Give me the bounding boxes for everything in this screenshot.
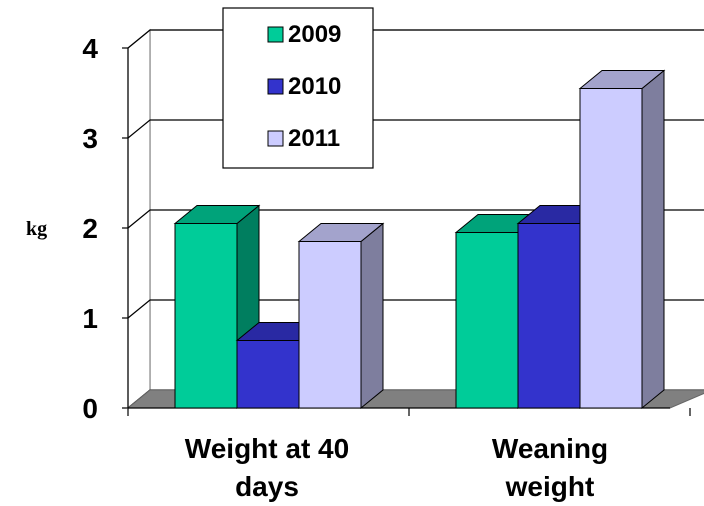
bar bbox=[578, 69, 666, 410]
bar-front bbox=[298, 241, 362, 409]
category-labels: Weight at 40 days Weaning weight bbox=[185, 433, 608, 502]
bar-front bbox=[174, 223, 238, 409]
y-tick-label: 1 bbox=[82, 303, 98, 334]
legend-box bbox=[222, 7, 374, 169]
y-axis-ticks: 0 1 2 3 4 bbox=[82, 33, 98, 424]
legend-swatch bbox=[267, 26, 284, 43]
bar-side bbox=[360, 222, 384, 410]
category-label: Weight at 40 bbox=[185, 433, 349, 464]
legend-swatch bbox=[267, 130, 284, 147]
y-tick-label: 0 bbox=[82, 393, 98, 424]
bar-front bbox=[236, 340, 300, 409]
category-label: days bbox=[235, 471, 299, 502]
category-label: Weaning bbox=[492, 433, 608, 464]
legend-label: 2011 bbox=[288, 125, 340, 152]
bar bbox=[297, 222, 385, 410]
legend-label: 2010 bbox=[288, 73, 341, 100]
gridline bbox=[127, 119, 704, 139]
legend: 2009 2010 2011 bbox=[222, 7, 374, 169]
y-axis-label: kg bbox=[26, 218, 47, 240]
bars bbox=[173, 69, 666, 410]
y-tick-label: 4 bbox=[82, 33, 98, 64]
y-tick-label: 3 bbox=[82, 123, 98, 154]
category-label: weight bbox=[505, 471, 595, 502]
gridline bbox=[127, 29, 704, 49]
bar-front bbox=[455, 232, 519, 409]
bar-front bbox=[517, 223, 581, 409]
gridline bbox=[127, 209, 704, 229]
legend-label: 2009 bbox=[288, 21, 341, 48]
y-tick-label: 2 bbox=[82, 213, 98, 244]
bar-side bbox=[641, 69, 665, 410]
legend-swatch bbox=[267, 78, 284, 95]
bar-front bbox=[579, 88, 643, 409]
